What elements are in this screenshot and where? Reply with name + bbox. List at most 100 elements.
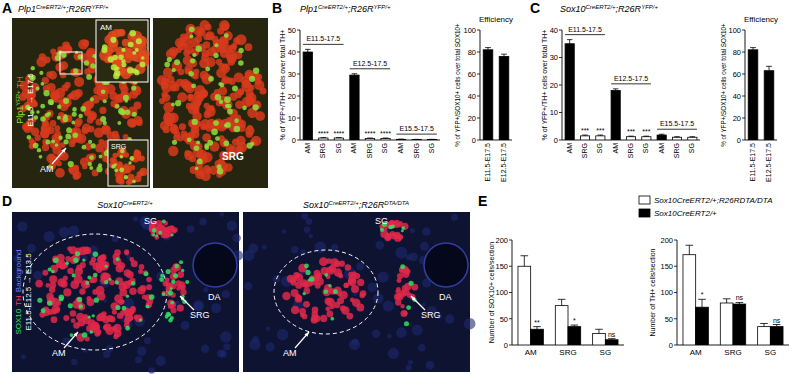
- cell: [39, 155, 43, 159]
- y-tick-label: 30: [550, 53, 558, 62]
- cell: [122, 62, 127, 67]
- cell: [90, 63, 96, 69]
- cell: [141, 56, 145, 60]
- cell: [175, 100, 181, 106]
- cell: [50, 120, 57, 127]
- background-cell: [406, 365, 412, 371]
- cell: [146, 304, 150, 308]
- cell: [172, 140, 177, 145]
- x-tick-label: E12.5-E17.5: [765, 143, 772, 182]
- cell: [155, 235, 158, 238]
- plot-area: [518, 256, 618, 345]
- cell: [146, 277, 152, 283]
- cell: [194, 91, 201, 98]
- cell: [255, 111, 265, 121]
- cell: [131, 281, 136, 286]
- cell: [42, 270, 48, 276]
- cell: [190, 58, 195, 63]
- cell: [409, 281, 414, 286]
- cell: [126, 294, 129, 297]
- cell: [97, 313, 105, 321]
- cell: [72, 273, 76, 277]
- cell: [119, 168, 124, 173]
- background-cell: [378, 272, 389, 283]
- chart: 050100150200Number of TH+ cells/sectionA…: [639, 196, 789, 357]
- background-cell: [82, 255, 88, 261]
- cell: [114, 168, 118, 172]
- cell: [101, 261, 109, 269]
- micrograph: [243, 212, 470, 372]
- background-cell: [410, 228, 415, 233]
- background-cell: [135, 356, 142, 363]
- cell: [139, 318, 143, 322]
- background-cell: [187, 225, 194, 232]
- background-cell: [27, 244, 36, 253]
- cell: [110, 37, 116, 43]
- cell: [89, 166, 93, 170]
- cell: [68, 167, 74, 173]
- cell: [345, 264, 352, 271]
- y-tick-label: 20: [733, 114, 741, 123]
- panel-header: Plp1CreERT2/+;R26RYFP/+: [300, 4, 391, 14]
- y-tick-label: 0: [737, 136, 741, 145]
- vessel: [193, 243, 237, 287]
- cell: [59, 61, 68, 70]
- cell: [346, 313, 353, 320]
- cell: [162, 291, 167, 296]
- bar: [770, 327, 783, 345]
- panel-header-part: CreERT2/+: [318, 4, 349, 10]
- background-cell: [388, 348, 399, 359]
- cell: [68, 161, 74, 167]
- side-label-part: YFP+: [15, 90, 21, 106]
- cell: [125, 326, 130, 331]
- x-tick-label: AM: [690, 348, 702, 357]
- cell: [96, 286, 105, 295]
- cell: [47, 112, 51, 116]
- cell: [304, 264, 309, 269]
- x-tick-label: SG: [600, 348, 612, 357]
- background-cell: [395, 247, 407, 259]
- group-line: [611, 83, 651, 84]
- cell: [179, 260, 183, 264]
- cell: [219, 100, 223, 104]
- cell: [348, 272, 354, 278]
- panel-label: B: [272, 0, 282, 16]
- plot-area: [565, 40, 697, 140]
- cell: [31, 128, 40, 137]
- image-title-part: DTA/DTA: [384, 200, 409, 206]
- y-tick-label: 20: [288, 92, 296, 101]
- background-cell: [217, 349, 225, 357]
- panel-header-part: ;R26R: [616, 4, 642, 14]
- cell: [238, 60, 244, 66]
- cell: [406, 305, 411, 310]
- group-label: E11.5-17.5: [306, 35, 340, 42]
- error-bar: [763, 323, 764, 326]
- arrow-head: [411, 296, 416, 301]
- cell: [114, 70, 120, 76]
- cell: [115, 305, 120, 310]
- background-cell: [148, 367, 155, 374]
- x-tick-label: SRG: [627, 143, 634, 158]
- error-cap: [485, 47, 491, 48]
- cell: [205, 106, 216, 117]
- y-axis-label: % of YFP+/TH+ cells over total TH+: [541, 30, 548, 141]
- y-axis-label: % of YFP+/SOX10+ cells over total SOX10+: [454, 23, 461, 147]
- cell: [132, 180, 136, 184]
- image-label: AM: [100, 23, 112, 32]
- y-tick-label: 40: [733, 92, 741, 101]
- cell: [67, 268, 74, 275]
- background-cell: [243, 250, 254, 261]
- cell: [177, 135, 183, 141]
- cell: [136, 38, 142, 44]
- cell: [187, 137, 192, 142]
- panel-label: E: [478, 193, 487, 209]
- cell: [179, 123, 186, 130]
- cell: [152, 228, 157, 233]
- cell: [184, 151, 194, 161]
- error-cap: [613, 88, 619, 89]
- cell: [86, 74, 92, 80]
- error-cap: [690, 136, 696, 137]
- bar: [350, 75, 359, 140]
- cell: [217, 168, 223, 174]
- bar: [657, 135, 666, 140]
